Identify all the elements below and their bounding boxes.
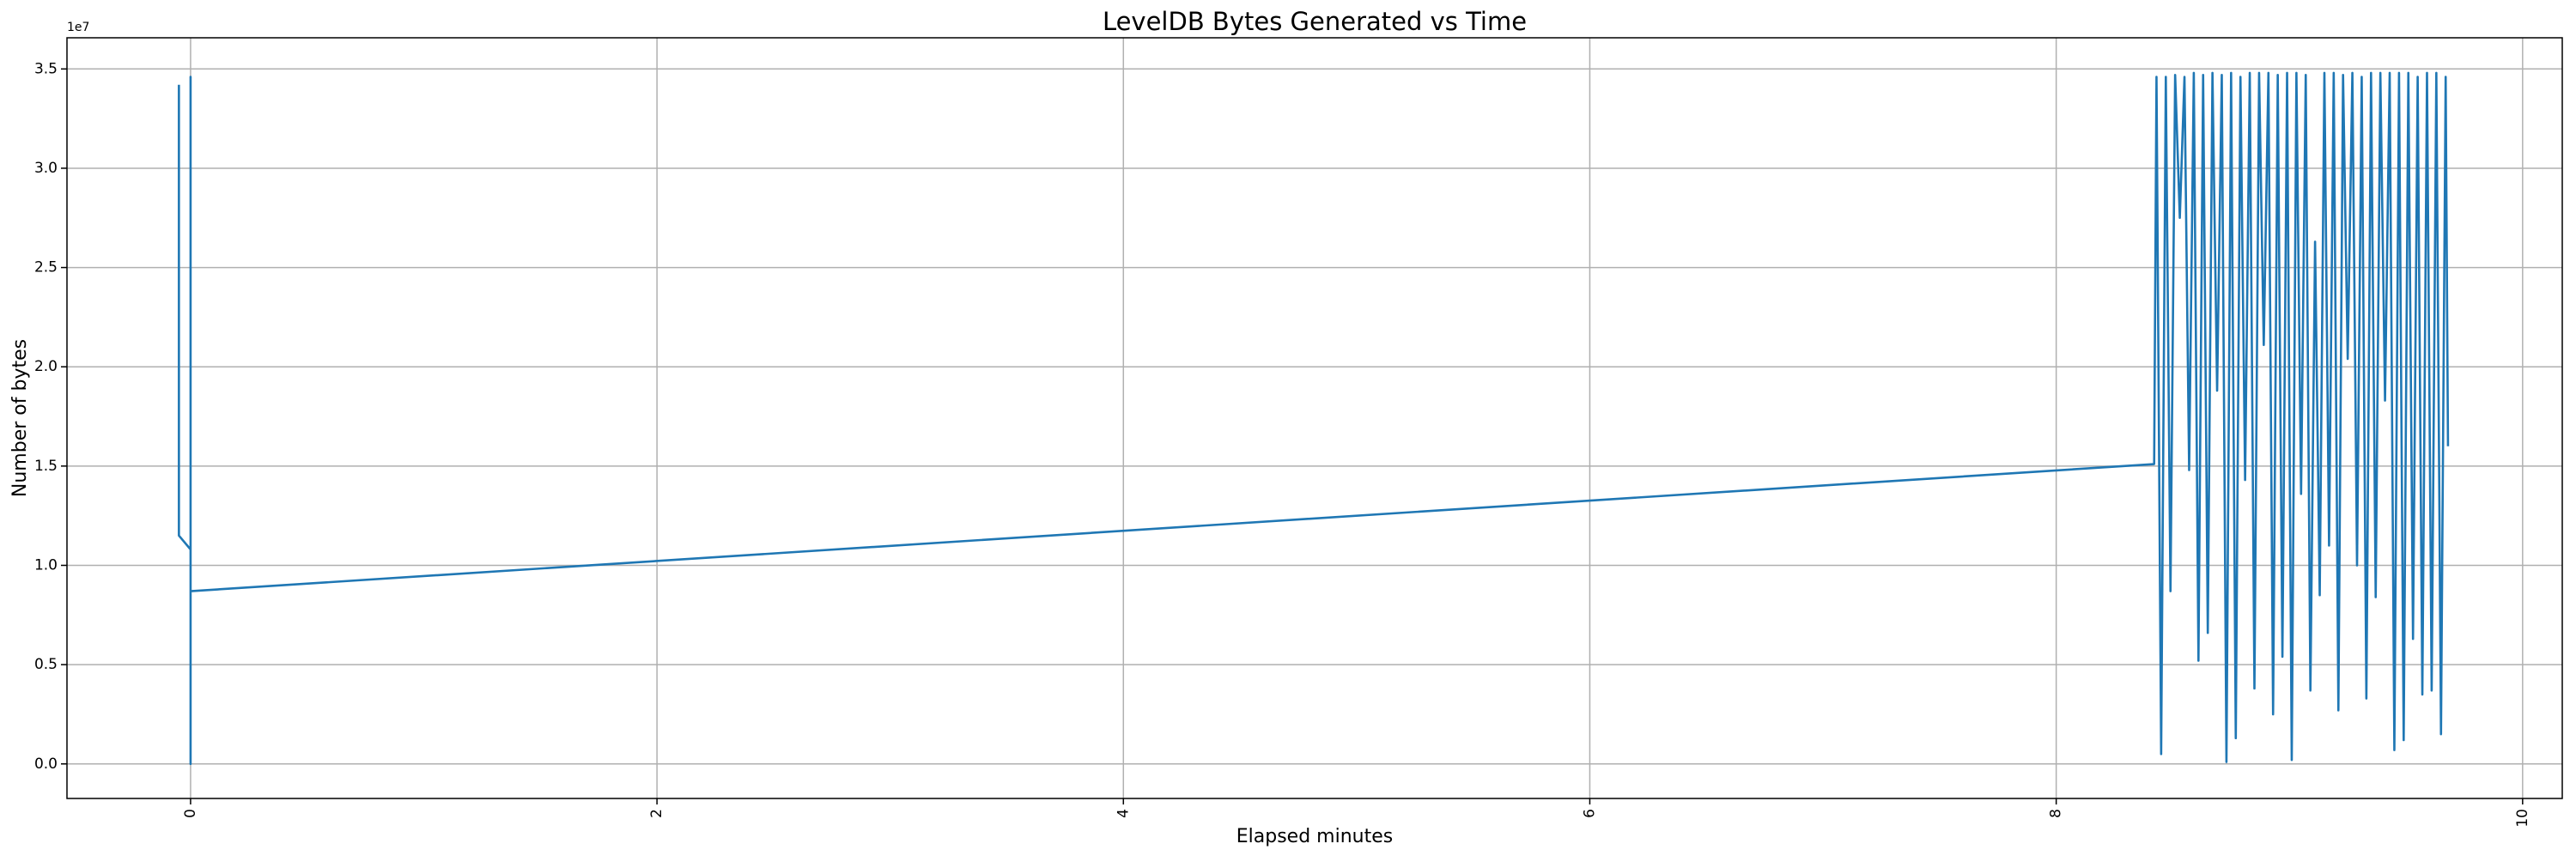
y-tick-label: 3.0 [34, 160, 58, 177]
y-axis-label: Number of bytes [9, 339, 31, 497]
chart-title: LevelDB Bytes Generated vs Time [1103, 7, 1527, 36]
data-line [178, 71, 2450, 766]
y-tick-label: 0.0 [34, 756, 58, 773]
x-tick-label: 8 [2048, 809, 2065, 818]
plot-frame [66, 37, 2563, 799]
y-tick-label: 2.0 [34, 358, 58, 375]
x-tick-label: 0 [182, 809, 199, 818]
x-tick-label: 10 [2514, 809, 2531, 828]
y-tick-label: 0.5 [34, 656, 58, 673]
x-tick-label: 4 [1115, 809, 1132, 818]
x-tick-label: 2 [648, 809, 665, 818]
y-tick-label: 3.5 [34, 60, 58, 77]
y-tick-label: 1.0 [34, 556, 58, 574]
x-tick-label: 6 [1581, 809, 1598, 818]
y-tick-label: 1.5 [34, 458, 58, 475]
y-tick-label: 2.5 [34, 259, 58, 276]
x-axis-label: Elapsed minutes [1236, 826, 1393, 847]
y-offset-label: 1e7 [67, 21, 89, 34]
